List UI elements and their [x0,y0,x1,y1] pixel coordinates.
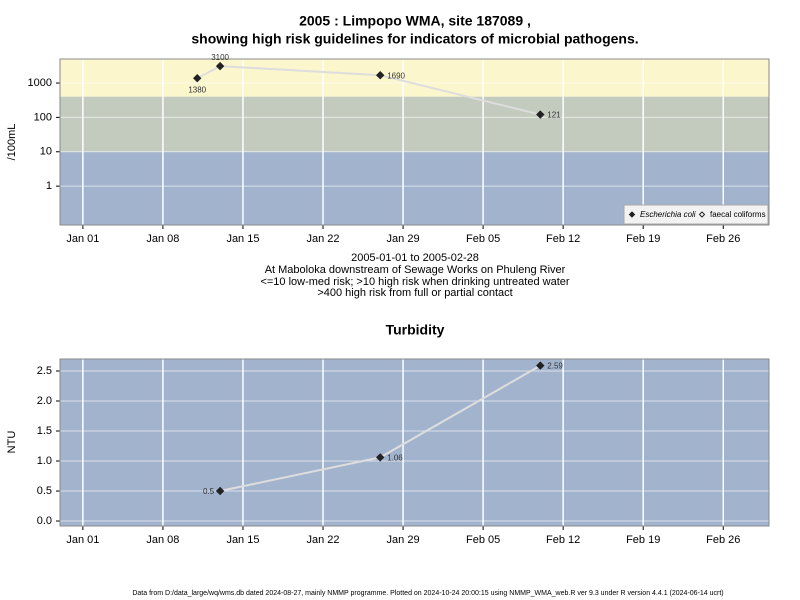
data-label: 0.5 [203,487,215,496]
x-tick-label: Jan 22 [307,534,340,546]
data-point [215,486,225,496]
x-tick-label: Feb 19 [626,233,660,245]
data-label: 1.06 [387,454,403,463]
legend-marker [628,211,636,218]
y-tick-label: 1.0 [37,455,52,467]
chart-title: 2005 : Limpopo WMA, site 187089 , [299,13,531,29]
chart-subtitle: showing high risk guidelines for indicat… [191,31,638,47]
data-label: 121 [547,111,561,120]
footer: Data from D:/data_large/wq/wms.db dated … [132,590,723,597]
note: <=10 low-med risk; >10 high risk when dr… [260,276,569,288]
x-tick-label: Jan 29 [387,233,420,245]
x-tick-label: Feb 12 [546,233,580,245]
x-tick-label: Jan 15 [226,534,259,546]
x-tick-label: Jan 08 [146,233,179,245]
data-point [536,361,545,370]
data-label: 1690 [387,71,405,80]
data-point [215,61,225,71]
x-tick-label: Jan 01 [66,233,99,245]
y-tick-label: 0.5 [37,485,52,497]
y-tick-label: 1 [46,180,52,192]
x-tick-label: Jan 22 [307,233,340,245]
y-tick-label: 1.5 [37,425,52,437]
x-tick-label: Feb 05 [466,534,500,546]
data-label: 3100 [211,53,229,62]
note: >400 high risk from full or partial cont… [317,287,512,299]
x-tick-label: Jan 01 [66,534,99,546]
y-tick-label: 2.5 [37,365,52,377]
legend-label: faecal coliforms [710,210,766,219]
data-point [375,70,385,80]
y-axis-label: /100mL [6,124,18,161]
x-tick-label: Feb 26 [706,534,740,546]
y-tick-label: 0.0 [37,515,52,527]
x-tick-label: Feb 12 [546,534,580,546]
x-tick-label: Feb 05 [466,233,500,245]
y-tick-label: 2.0 [37,395,52,407]
y-axis-label: NTU [6,431,18,454]
note: At Maboloka downstream of Sewage Works o… [265,264,566,276]
x-tick-label: Jan 08 [146,534,179,546]
risk-band [60,59,769,97]
legend-marker [698,211,706,218]
data-point [536,110,545,119]
data-point [375,453,385,462]
plot-frame [59,358,770,527]
data-point [193,74,202,83]
plot-background [60,359,769,526]
x-tick-label: Feb 26 [706,233,740,245]
x-tick-label: Feb 19 [626,534,660,546]
series-line [196,65,541,116]
plot-frame [59,58,770,226]
note: 2005-01-01 to 2005-02-28 [351,252,479,264]
y-tick-label: 100 [34,111,52,123]
legend-label: Escherichia coli [640,210,696,219]
data-label: 2.59 [547,362,563,371]
y-tick-label: 10 [40,146,52,158]
data-label: 1380 [188,85,206,94]
x-tick-label: Jan 29 [387,534,420,546]
legend-box [623,204,769,225]
risk-band [60,96,769,152]
chart-title: Turbidity [386,322,445,338]
y-tick-label: 1000 [28,77,52,89]
x-tick-label: Jan 15 [226,233,259,245]
